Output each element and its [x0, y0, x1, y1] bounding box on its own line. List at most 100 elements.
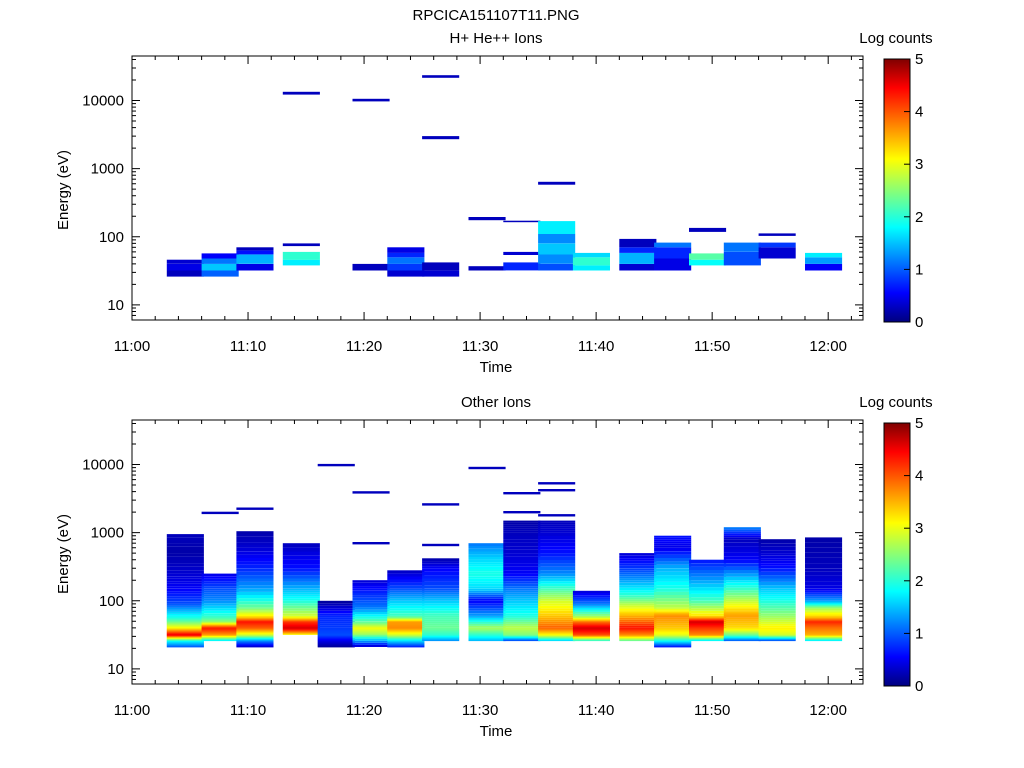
- heatmap-cell: [619, 572, 657, 575]
- heatmap-cell: [572, 252, 610, 258]
- heatmap-cell: [317, 615, 355, 618]
- heatmap-cell: [282, 600, 320, 604]
- heatmap-cell: [689, 597, 727, 601]
- heatmap-cell: [654, 558, 692, 562]
- heatmap-cell: [805, 578, 843, 582]
- heatmap-cell: [723, 610, 761, 612]
- heatmap-cell: [201, 586, 239, 589]
- heatmap-cell: [387, 605, 425, 609]
- heatmap-cell: [236, 247, 274, 251]
- heatmap-cell: [572, 619, 610, 621]
- heatmap-cell: [538, 619, 576, 622]
- heatmap-cell: [166, 625, 204, 628]
- y-tick-label: 1000: [91, 525, 124, 542]
- heatmap-cell: [236, 626, 274, 629]
- heatmap-cell: [805, 618, 843, 621]
- heatmap-cell: [805, 613, 843, 615]
- heatmap-cell: [538, 566, 576, 571]
- heatmap-cell: [538, 524, 576, 527]
- heatmap-cell: [422, 627, 460, 630]
- heatmap-cell: [572, 639, 610, 642]
- heatmap-cell: [468, 629, 506, 631]
- heatmap-cell: [619, 601, 657, 604]
- heatmap-cell: [503, 583, 541, 587]
- heatmap-cell: [572, 615, 610, 618]
- heatmap-cell: [654, 613, 692, 615]
- heatmap-cell: [654, 607, 692, 609]
- heatmap-cell: [805, 601, 843, 604]
- heatmap-cell: [538, 617, 576, 620]
- heatmap-cell: [352, 590, 390, 593]
- heatmap-cell: [503, 594, 541, 597]
- heatmap-cell: [805, 631, 843, 633]
- heatmap-cell: [236, 621, 274, 623]
- heatmap-cell: [654, 541, 692, 544]
- x-axis-label: Time: [480, 723, 513, 740]
- heatmap-cell: [201, 258, 239, 264]
- heatmap-cell: [236, 542, 274, 545]
- heatmap-cell: [468, 630, 506, 632]
- heatmap-cell: [236, 624, 274, 627]
- heatmap-cell: [387, 624, 425, 627]
- colorbar-tick-label: 1: [915, 261, 923, 278]
- heatmap-cell: [805, 617, 843, 620]
- heatmap-cell: [201, 590, 239, 593]
- heatmap-cell: [619, 587, 657, 591]
- heatmap-cell: [538, 233, 576, 244]
- heatmap-cell: [352, 580, 390, 583]
- heatmap-cell: [689, 635, 727, 637]
- heatmap-cell: [572, 625, 610, 628]
- heatmap-cell-line: [503, 511, 541, 514]
- heatmap-cell: [236, 613, 274, 615]
- heatmap-cell: [387, 616, 425, 619]
- heatmap-cell: [201, 615, 239, 618]
- heatmap-cell: [387, 270, 425, 277]
- colorbar-tick-label: 0: [915, 678, 923, 695]
- heatmap-cell: [166, 623, 204, 625]
- y-tick-label: 100: [99, 593, 124, 610]
- heatmap-cell: [468, 636, 506, 638]
- heatmap-cell: [654, 621, 692, 624]
- heatmap-cell: [282, 575, 320, 579]
- heatmap-cell: [538, 532, 576, 536]
- heatmap-cell: [572, 627, 610, 630]
- heatmap-cell: [201, 581, 239, 584]
- heatmap-cell: [387, 573, 425, 577]
- heatmap-cell: [236, 619, 274, 621]
- heatmap-cell: [503, 596, 541, 599]
- heatmap-cell: [166, 601, 204, 604]
- heatmap-cell: [352, 588, 390, 591]
- heatmap-cell: [805, 630, 843, 632]
- heatmap-cell: [282, 617, 320, 620]
- heatmap-cell: [236, 607, 274, 609]
- heatmap-cell: [387, 637, 425, 639]
- heatmap-cell: [236, 581, 274, 586]
- heatmap-cell: [538, 556, 576, 560]
- heatmap-cell: [422, 631, 460, 633]
- heatmap-cell: [201, 632, 239, 634]
- heatmap-cell: [422, 608, 460, 611]
- heatmap-cell: [538, 631, 576, 633]
- heatmap-cell: [468, 619, 506, 622]
- heatmap-cell: [503, 526, 541, 529]
- heatmap-cell: [352, 621, 390, 623]
- heatmap-cell: [282, 598, 320, 601]
- heatmap-cell: [422, 613, 460, 616]
- heatmap-cell: [503, 556, 541, 560]
- heatmap-cell: [805, 585, 843, 589]
- heatmap-cell: [758, 571, 796, 576]
- heatmap-cell: [723, 573, 761, 577]
- heatmap-cell: [619, 247, 657, 253]
- heatmap-cell: [352, 630, 390, 632]
- heatmap-cell: [538, 263, 576, 271]
- colorbar-tick-label: 3: [915, 520, 923, 537]
- heatmap-cell: [723, 537, 761, 540]
- heatmap-cell: [166, 578, 204, 582]
- heatmap-cell: [538, 539, 576, 543]
- heatmap-cell: [236, 598, 274, 602]
- heatmap-cell: [201, 270, 239, 277]
- heatmap-cell: [758, 632, 796, 634]
- heatmap-cell: [758, 568, 796, 572]
- heatmap-cell: [166, 543, 204, 547]
- heatmap-cell: [422, 592, 460, 595]
